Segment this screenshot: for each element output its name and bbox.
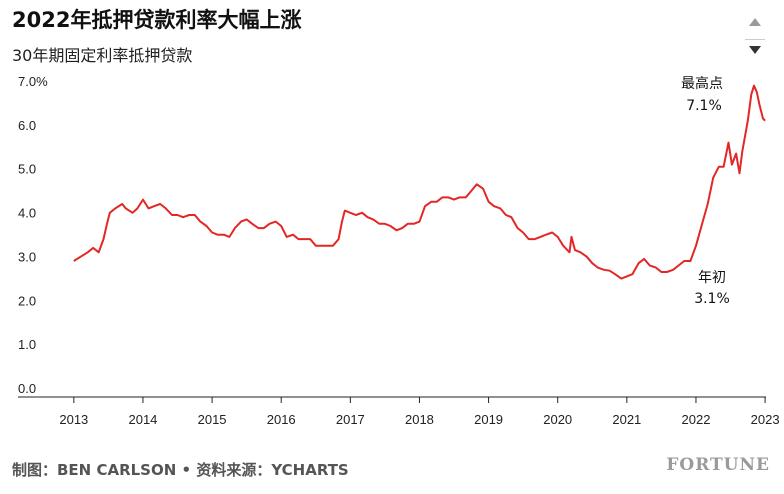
x-tick-label: 2015	[198, 412, 227, 427]
x-tick-label: 2018	[405, 412, 434, 427]
annotation-start-value: 3.1%	[694, 291, 730, 307]
chart-subtitle: 30年期固定利率抵押贷款	[12, 46, 193, 65]
x-tick-label: 2021	[612, 412, 641, 427]
x-tick-label: 2022	[682, 412, 711, 427]
series-line-30yr-rate	[73, 84, 766, 280]
y-tick-label: 4.0	[18, 206, 36, 221]
x-tick-label: 2017	[336, 412, 365, 427]
x-axis: 2013 2014 2015 2016 2017 2018 2019 2020 2021 2022…	[59, 397, 780, 427]
source-credit: 制图：BEN CARLSON • 资料来源：YCHARTS	[12, 461, 349, 479]
x-tick-label: 2023	[751, 412, 780, 427]
fortune-logo: FORTUNE	[666, 455, 770, 475]
annotation-peak-value: 7.1%	[686, 98, 722, 114]
triangle-up-icon[interactable]	[749, 18, 761, 26]
y-tick-label: 0.0	[18, 381, 36, 396]
triangle-down-icon[interactable]	[749, 46, 761, 54]
y-tick-label: 5.0	[18, 162, 36, 177]
y-tick-label: 3.0	[18, 249, 36, 264]
x-tick-label: 2020	[543, 412, 572, 427]
y-tick-label: 2.0	[18, 293, 36, 308]
x-tick-label: 2019	[474, 412, 503, 427]
y-tick-label: 6.0	[18, 118, 36, 133]
annotation-peak-label: 最高点	[681, 75, 723, 92]
x-tick-label: 2013	[59, 412, 88, 427]
y-tick-label: 7.0%	[18, 74, 48, 89]
x-tick-label: 2016	[267, 412, 296, 427]
scroll-divider	[745, 39, 765, 40]
y-axis: 0.0 1.0 2.0 3.0 4.0 5.0 6.0 7.0%	[18, 74, 48, 396]
chart-title: 2022年抵押贷款利率大幅上涨	[12, 8, 302, 32]
x-tick-label: 2014	[128, 412, 157, 427]
y-tick-label: 1.0	[18, 337, 36, 352]
annotation-start-label: 年初	[698, 269, 726, 286]
scroll-control	[742, 12, 768, 64]
